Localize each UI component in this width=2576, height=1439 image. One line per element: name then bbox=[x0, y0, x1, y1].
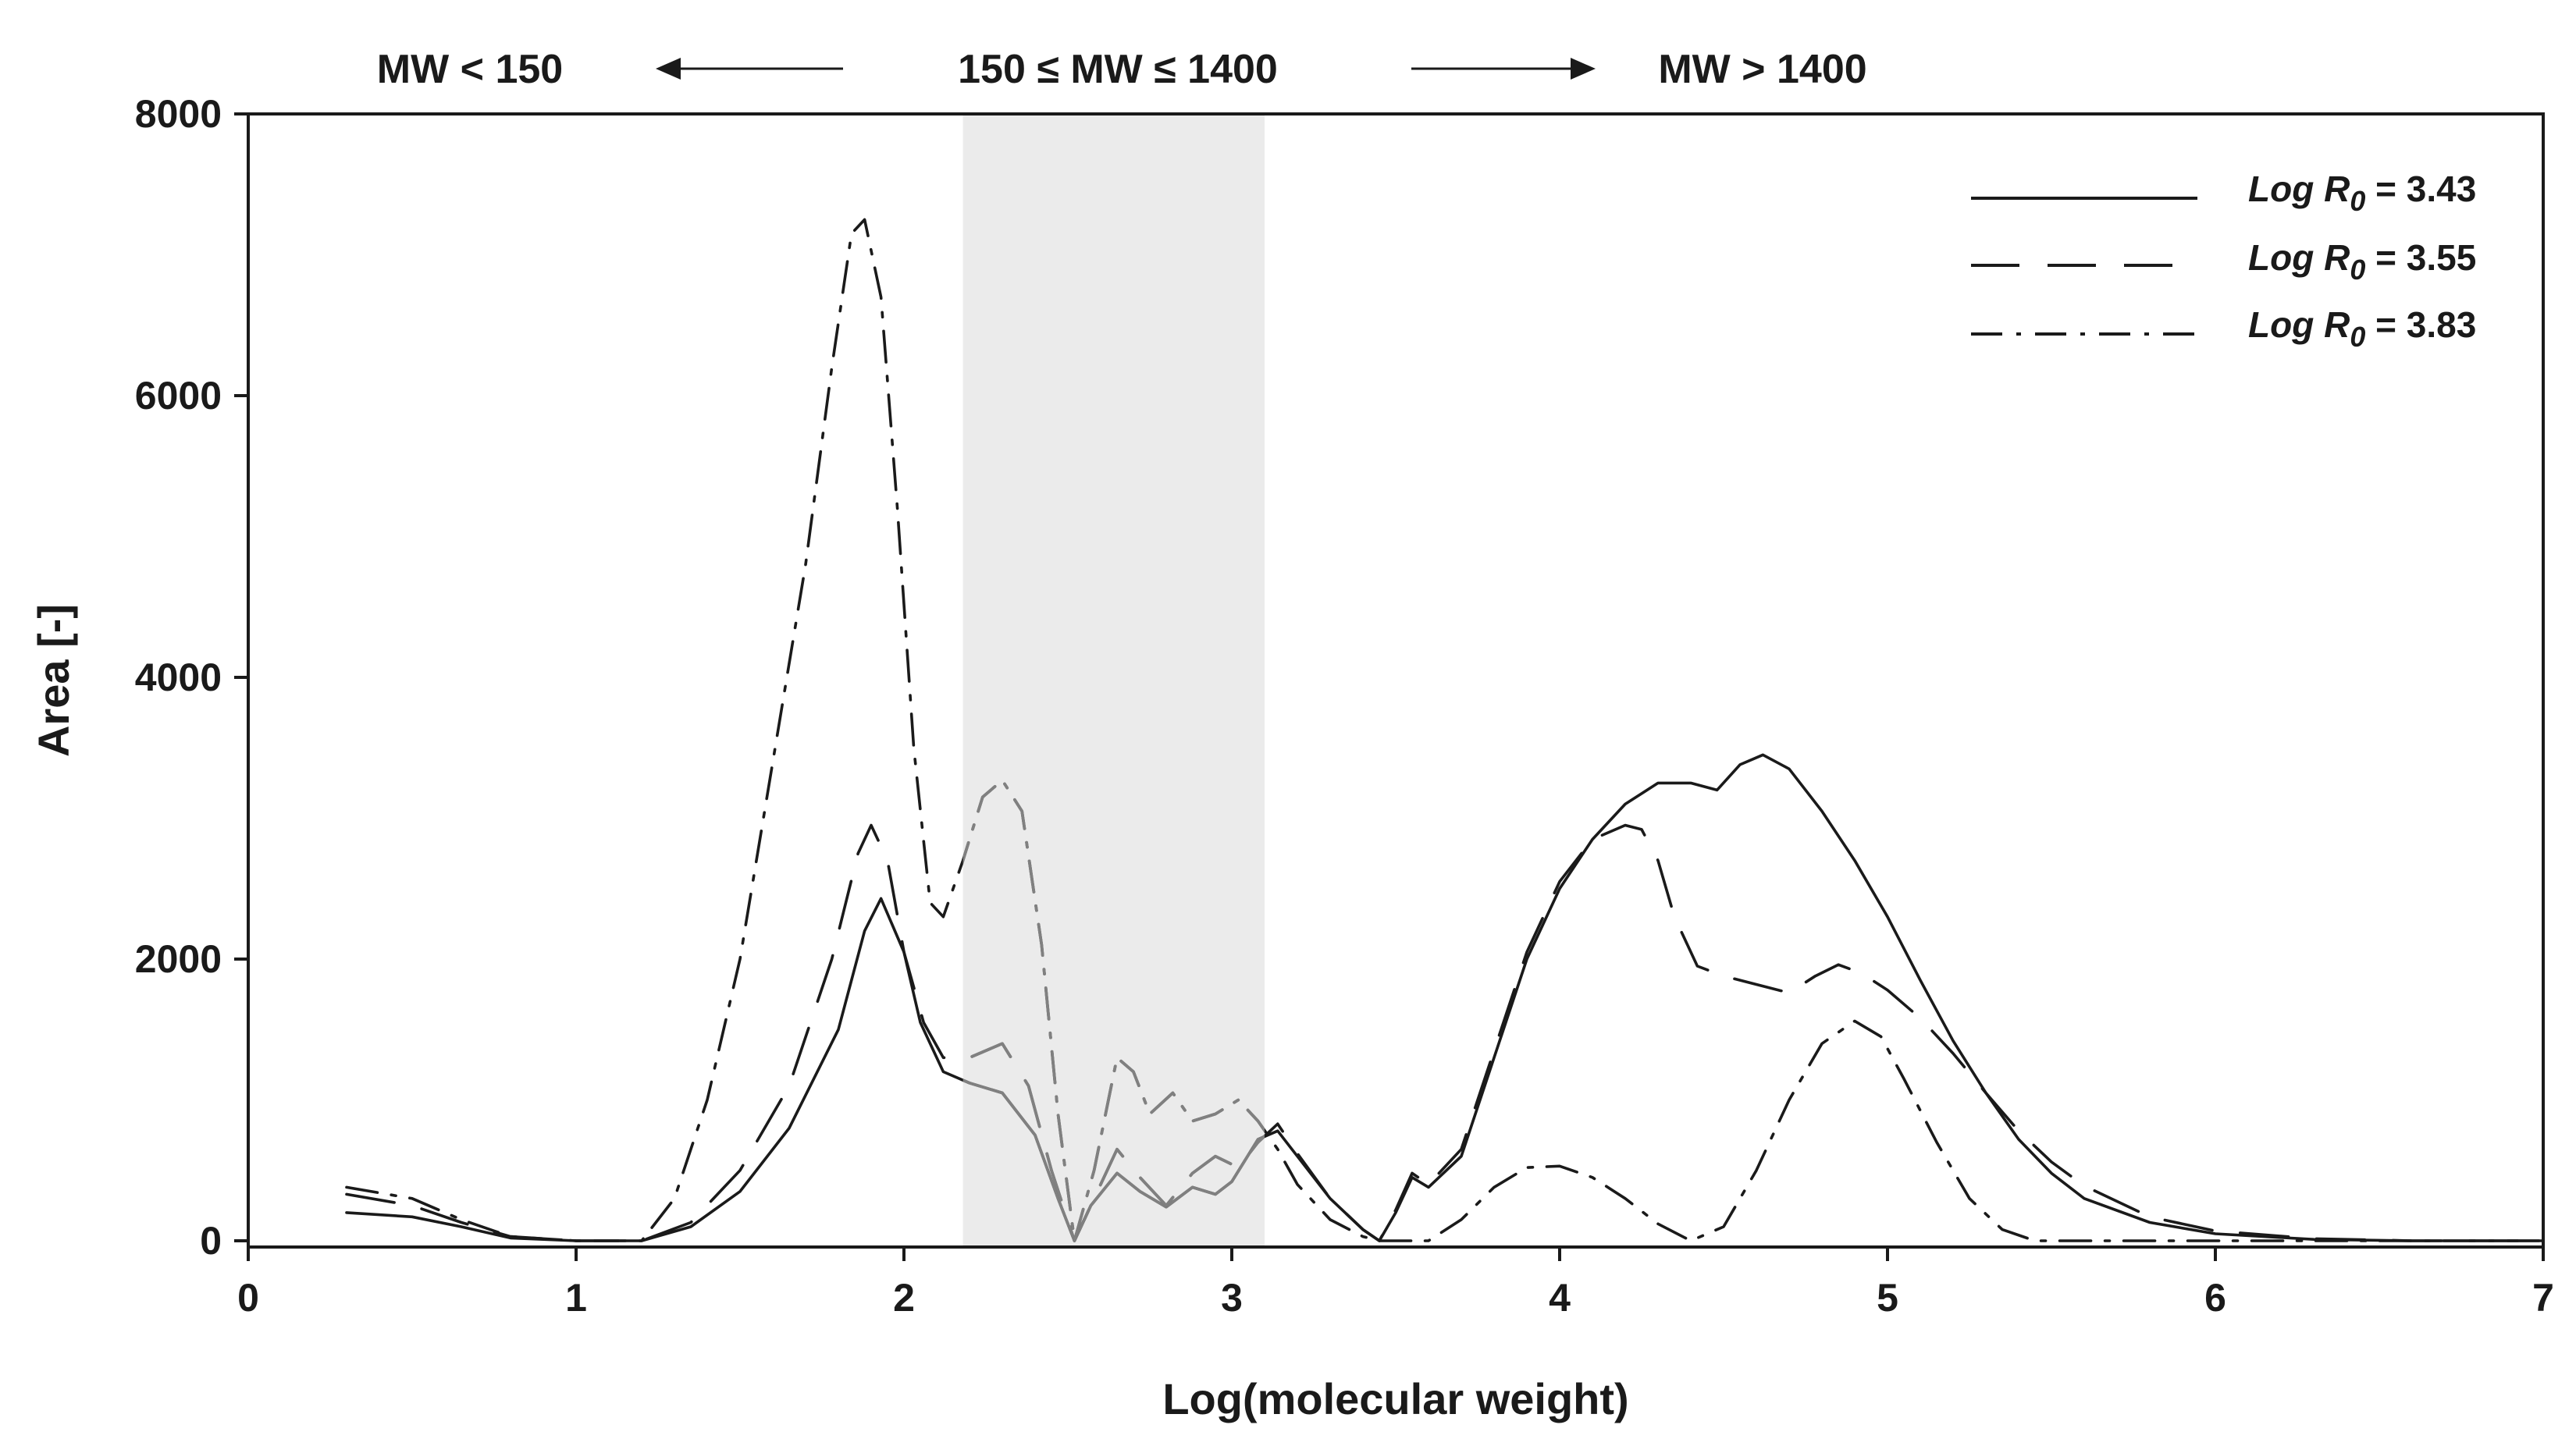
x-tick-label: 1 bbox=[565, 1276, 587, 1320]
series-line-2-in-region bbox=[962, 1042, 1265, 1242]
legend-value: = 3.83 bbox=[2365, 304, 2476, 345]
legend-value: = 3.43 bbox=[2365, 169, 2476, 209]
legend-subscript: 0 bbox=[2350, 185, 2365, 217]
arrow-right-icon bbox=[1411, 58, 1596, 80]
annotation-mw-low: MW < 150 bbox=[377, 47, 563, 92]
legend-label-383: Log R0 = 3.83 bbox=[2248, 304, 2476, 353]
series-layer bbox=[345, 218, 2543, 1242]
y-axis-ticks: 0 2000 4000 6000 8000 bbox=[135, 92, 248, 1263]
x-tick-label: 0 bbox=[237, 1276, 259, 1320]
series-line-3 bbox=[345, 218, 2543, 1242]
y-tick-label: 0 bbox=[200, 1219, 222, 1263]
annotation-mw-mid: 150 ≤ MW ≤ 1400 bbox=[958, 47, 1278, 92]
y-tick-label: 4000 bbox=[135, 656, 222, 699]
x-tick-label: 6 bbox=[2204, 1276, 2226, 1320]
legend-label-343: Log R0 = 3.43 bbox=[2248, 169, 2476, 217]
legend-item-355: Log R0 = 3.55 bbox=[1971, 237, 2476, 286]
x-tick-label: 3 bbox=[1221, 1276, 1243, 1320]
arrow-left-icon bbox=[656, 58, 843, 80]
series-line-3-in-region bbox=[962, 778, 1265, 1242]
legend-symbol: R bbox=[2324, 304, 2350, 345]
x-axis-ticks: 0 1 2 3 4 5 6 7 bbox=[237, 1247, 2554, 1320]
legend-item-383: Log R0 = 3.83 bbox=[1971, 304, 2476, 353]
y-tick-label: 2000 bbox=[135, 937, 222, 981]
shaded-region bbox=[962, 114, 1265, 1247]
legend-prefix: Log bbox=[2248, 169, 2324, 209]
legend-value: = 3.55 bbox=[2365, 237, 2476, 278]
x-tick-label: 4 bbox=[1549, 1276, 1571, 1320]
series-line-2 bbox=[345, 823, 2543, 1242]
legend-prefix: Log bbox=[2248, 237, 2324, 278]
y-tick-label: 8000 bbox=[135, 92, 222, 136]
x-tick-label: 2 bbox=[893, 1276, 915, 1320]
legend-prefix: Log bbox=[2248, 304, 2324, 345]
legend-item-343: Log R0 = 3.43 bbox=[1971, 169, 2476, 217]
x-tick-label: 7 bbox=[2532, 1276, 2554, 1320]
legend-subscript: 0 bbox=[2350, 321, 2365, 353]
plot-frame bbox=[247, 112, 2545, 1249]
legend: Log R0 = 3.43 Log R0 = 3.55 Log R0 = 3.8… bbox=[1971, 169, 2476, 353]
x-axis-title: Log(molecular weight) bbox=[1162, 1374, 1628, 1423]
y-tick-label: 6000 bbox=[135, 374, 222, 417]
annotation-mw-high: MW > 1400 bbox=[1658, 47, 1866, 92]
legend-symbol: R bbox=[2324, 169, 2350, 209]
y-axis-title: Area [-] bbox=[29, 604, 78, 757]
legend-symbol: R bbox=[2324, 237, 2350, 278]
x-tick-label: 5 bbox=[1877, 1276, 1898, 1320]
legend-subscript: 0 bbox=[2350, 254, 2365, 286]
legend-label-355: Log R0 = 3.55 bbox=[2248, 237, 2476, 286]
